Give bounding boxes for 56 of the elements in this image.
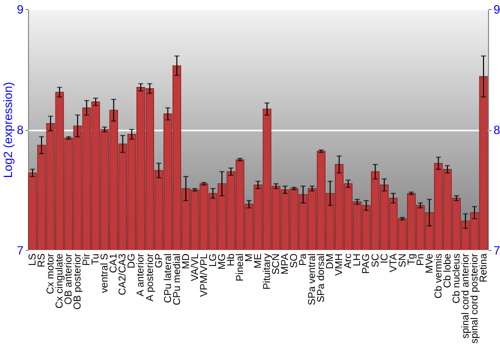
x-tick-label: spinal cord anterior — [460, 252, 472, 339]
x-tick-label: CPu medial — [172, 254, 183, 306]
x-tick-label: SO — [289, 253, 300, 268]
x-tick-label: VMH — [334, 254, 346, 276]
x-tick-label: MVe — [424, 253, 436, 274]
x-tick-label: OB anterior — [64, 252, 75, 305]
x-tick-label: DM — [325, 254, 336, 270]
y2-tick-label: 9 — [494, 2, 500, 16]
x-tick-label: CA2/CA3 — [118, 253, 129, 296]
x-tick-label: LG — [208, 253, 219, 267]
x-tick-label: PAG — [361, 253, 372, 274]
x-tick-label: Pineal — [234, 254, 246, 282]
x-tick-label: VTA — [388, 253, 400, 272]
x-tick-label: SN — [397, 254, 408, 268]
y-axis-title: Log2 (expression) — [0, 82, 15, 178]
x-tick-label: Cb lobe — [442, 253, 454, 288]
y2-tick-label: 8 — [494, 123, 500, 137]
x-tick-label: Cb nucleus — [451, 254, 462, 304]
x-tick-label: ventral S — [100, 253, 111, 293]
x-tick-label: Cx cingulate — [54, 253, 66, 309]
x-tick-label: SCN — [271, 254, 282, 275]
x-tick-label: Hb — [226, 253, 237, 266]
x-tick-label: Cb vermis — [433, 254, 444, 299]
x-tick-label: Pn — [415, 254, 426, 266]
x-tick-label: MD — [180, 254, 192, 270]
x-tick-label: GP — [154, 253, 165, 268]
y-tick-label: 8 — [16, 123, 24, 137]
x-tick-label: Arc — [343, 254, 354, 268]
x-tick-label: MG — [216, 253, 228, 270]
x-tick-label: VPM/VPL — [198, 253, 210, 297]
x-tick-label: M — [244, 254, 255, 262]
x-tick-label: CPu lateral — [162, 254, 174, 303]
x-tick-label: MPA — [280, 253, 292, 274]
y2-tick-label: 7 — [494, 244, 500, 258]
x-tick-label: LH — [352, 254, 364, 266]
x-tick-label: IC — [379, 254, 390, 264]
x-tick-label: Pa — [298, 253, 310, 266]
x-tick-label: OB posterior — [72, 252, 84, 310]
x-tick-label: Tu — [90, 254, 102, 265]
x-tick-label: Retina — [478, 253, 490, 282]
x-tick-label: Pituitary — [262, 254, 274, 290]
x-tick-label: ME — [253, 253, 264, 268]
x-tick-label: RS — [36, 253, 48, 268]
x-tick-label: LS — [28, 253, 39, 266]
y-tick-label: 9 — [16, 2, 24, 16]
x-tick-label: Pir — [82, 252, 93, 266]
x-tick-label: CA1 — [108, 253, 120, 273]
x-tick-label: VA/VL — [190, 253, 201, 282]
x-tick-label: SC — [370, 254, 382, 268]
x-tick-label: SPa dorsal — [316, 254, 328, 302]
x-tick-label: spinal cord posterior — [469, 252, 480, 344]
x-tick-label: A posterior — [144, 252, 156, 302]
x-tick-label: A anterior — [136, 252, 147, 296]
x-tick-label: DG — [126, 253, 138, 268]
y-tick-label: 7 — [16, 244, 24, 258]
x-tick-label: Tg — [406, 254, 418, 266]
